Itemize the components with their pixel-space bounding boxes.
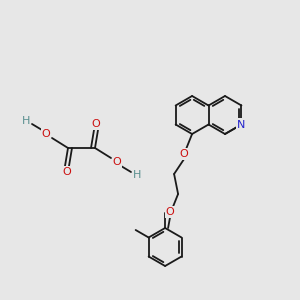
Text: O: O bbox=[166, 207, 175, 217]
Text: O: O bbox=[180, 149, 188, 159]
Text: O: O bbox=[112, 157, 122, 167]
Text: H: H bbox=[22, 116, 30, 126]
Text: H: H bbox=[133, 170, 141, 180]
Text: O: O bbox=[63, 167, 71, 177]
Text: O: O bbox=[42, 129, 50, 139]
Text: O: O bbox=[92, 119, 100, 129]
Text: N: N bbox=[237, 119, 246, 130]
